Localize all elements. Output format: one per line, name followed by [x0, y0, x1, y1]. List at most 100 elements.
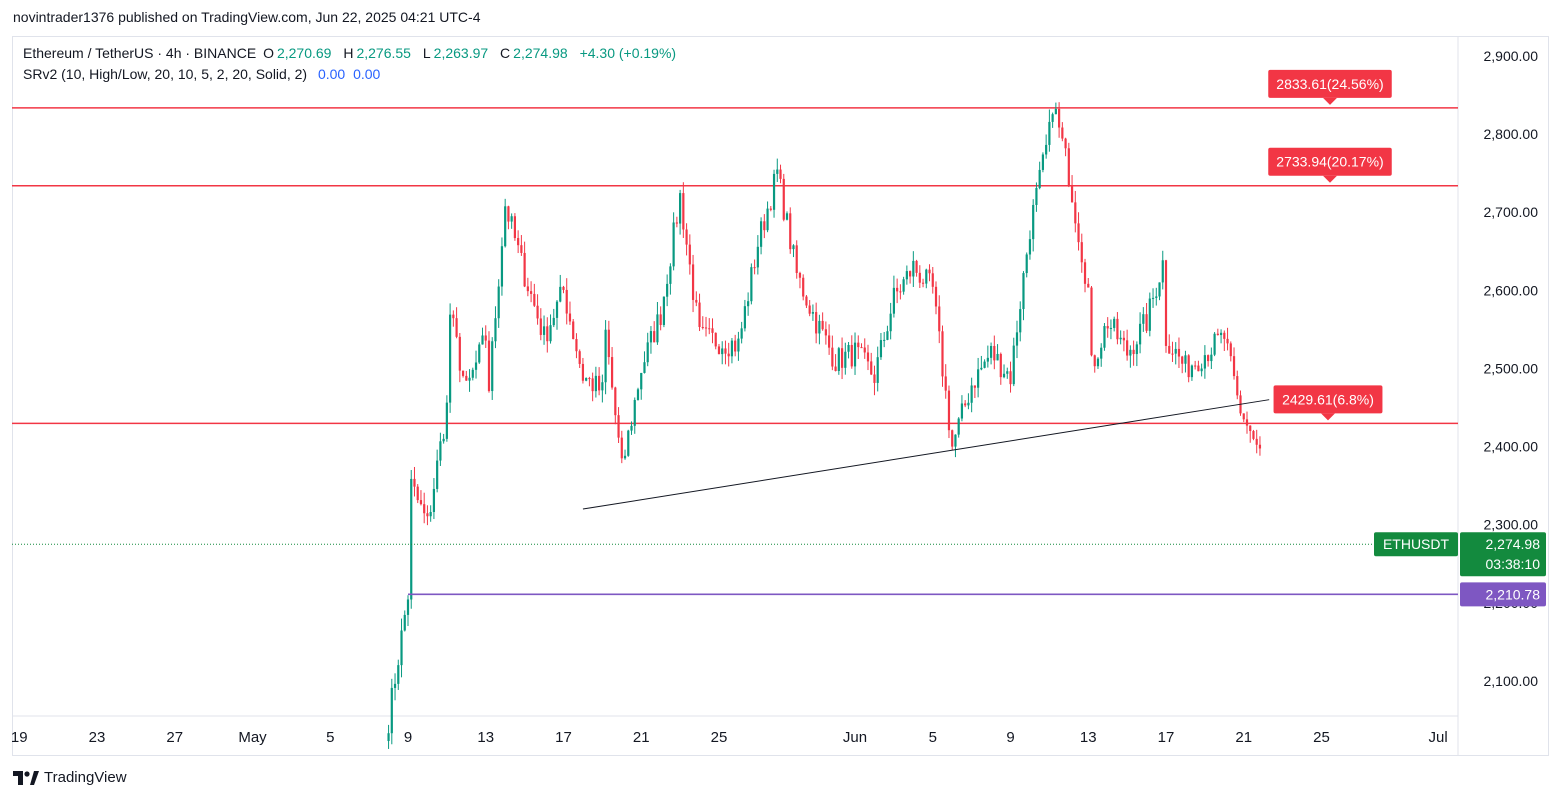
low-value: 2,263.97 — [433, 45, 489, 61]
candle-body — [1038, 169, 1041, 189]
candle-body — [724, 348, 727, 354]
x-tick-label: 13 — [477, 729, 494, 746]
candle-body — [973, 385, 976, 388]
candle-body — [487, 340, 491, 392]
candle-body — [1236, 376, 1239, 396]
candle-body — [578, 351, 581, 364]
publish-info: novintrader1376 published on TradingView… — [13, 9, 481, 25]
x-tick-label: 25 — [1313, 729, 1330, 746]
candle-body — [1087, 283, 1090, 288]
y-tick-label: 2,700.00 — [1484, 204, 1539, 220]
candle-body — [542, 326, 546, 335]
candle-body — [753, 267, 756, 269]
candle-body — [818, 320, 821, 334]
level-label-pointer — [1323, 97, 1337, 105]
candle-body — [594, 375, 597, 392]
candle-body — [1161, 260, 1164, 283]
y-tick-label: 2,600.00 — [1484, 282, 1539, 298]
candle-body — [662, 296, 666, 325]
candle-body — [1106, 326, 1109, 329]
candle-body — [947, 390, 951, 431]
candle-body — [610, 357, 614, 388]
candle-body — [1177, 348, 1181, 357]
candle-body — [1187, 355, 1190, 378]
candle-body — [714, 332, 717, 347]
candle-body — [824, 329, 827, 336]
candle-body — [607, 329, 610, 358]
candle-body — [1103, 326, 1106, 348]
candle-body — [886, 331, 889, 340]
candle-body — [980, 367, 983, 370]
candle-body — [478, 344, 481, 363]
candle-body — [455, 318, 458, 337]
symbol-badge — [1374, 532, 1458, 557]
high-label: H — [343, 45, 354, 61]
x-tick-label: 19 — [11, 729, 28, 746]
candle-body — [704, 327, 708, 329]
y-tick-label: 2,400.00 — [1484, 439, 1539, 455]
candle-body — [494, 318, 497, 342]
candle-body — [844, 351, 847, 368]
candle-body — [902, 279, 905, 292]
candle-body — [426, 513, 429, 517]
support-badge-text: 2,210.78 — [1486, 586, 1541, 602]
candle-body — [1096, 358, 1100, 367]
candle-body — [452, 314, 455, 319]
candle-body — [828, 335, 831, 348]
x-tick-label: 21 — [1235, 729, 1252, 746]
candle-body — [831, 347, 834, 367]
candle-body — [565, 289, 568, 314]
candle-body — [429, 511, 432, 517]
candle-body — [598, 375, 601, 391]
candle-body — [601, 382, 604, 391]
candle-body — [876, 357, 879, 383]
candle-body — [840, 348, 844, 368]
candle-body — [866, 352, 870, 362]
candle-body — [970, 385, 973, 403]
candle-body — [484, 335, 487, 341]
indicator-title[interactable]: SRv2 (10, High/Low, 20, 10, 5, 2, 20, So… — [23, 66, 308, 82]
candle-body — [1148, 298, 1151, 331]
candle-body — [1194, 365, 1197, 367]
last-price-text: 2,274.98 — [1486, 536, 1541, 552]
candle-body — [899, 291, 902, 293]
candle-body — [1158, 282, 1161, 297]
candle-body — [1028, 239, 1032, 255]
close-value: 2,274.98 — [513, 45, 568, 61]
indicator-legend: SRv2 (10, High/Low, 20, 10, 5, 2, 20, So… — [23, 66, 380, 82]
candle-body — [636, 389, 640, 400]
candle-body — [908, 271, 912, 277]
candle-body — [938, 306, 941, 332]
candle-body — [439, 441, 442, 461]
tradingview-logo[interactable]: TradingView — [13, 769, 127, 786]
candle-body — [986, 357, 989, 362]
y-tick-label: 2,500.00 — [1484, 360, 1539, 376]
candle-body — [1181, 356, 1184, 364]
candle-body — [1116, 318, 1119, 340]
candle-body — [925, 269, 928, 284]
candle-body — [1009, 371, 1012, 385]
candle-body — [792, 245, 795, 250]
candle-body — [390, 687, 393, 734]
low-label: L — [422, 45, 431, 61]
candle-body — [879, 340, 883, 358]
level-label-text: 2733.94(20.17%) — [1276, 154, 1383, 170]
candle-body — [1051, 114, 1054, 122]
candle-body — [588, 378, 591, 380]
candle-body — [504, 206, 507, 247]
candle-body — [640, 372, 643, 390]
symbol-title[interactable]: Ethereum / TetherUS · 4h · BINANCE — [23, 45, 257, 61]
level-label-box — [1268, 147, 1392, 176]
candle-body — [646, 342, 649, 363]
candle-body — [630, 425, 633, 431]
price-badges: 2833.61(24.56%) 2733.94(20.17%) 2429.61(6.… — [1268, 69, 1546, 607]
candle-body — [393, 683, 397, 688]
candle-body — [1245, 419, 1249, 426]
candle-body — [698, 302, 701, 327]
candle-body — [1067, 148, 1070, 186]
candle-body — [1249, 425, 1252, 432]
candle-body — [575, 339, 578, 352]
candle-body — [740, 328, 743, 339]
candle-body — [782, 178, 785, 220]
